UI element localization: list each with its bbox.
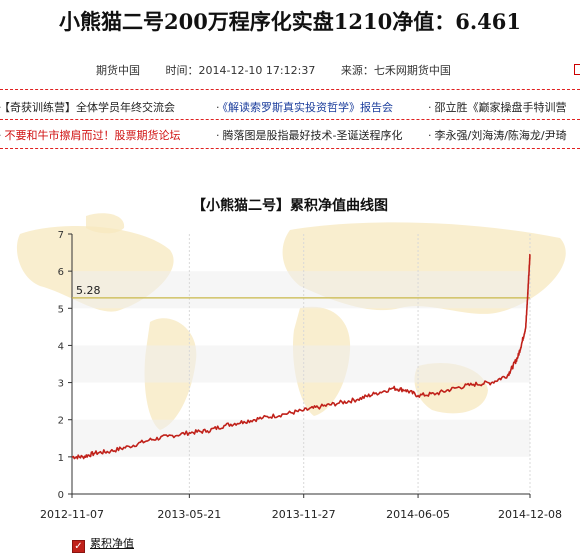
meta-source[interactable]: 期货中国 [96, 64, 140, 77]
bullet-icon: · [428, 129, 432, 142]
chart-title: 【小熊猫二号】累积净值曲线图 [192, 198, 388, 214]
grid-band [72, 345, 530, 383]
y-tick-label: 2 [58, 416, 64, 427]
news-link[interactable]: · 《解读索罗斯真实投资哲学》报告会 [216, 101, 393, 114]
legend-checkbox-icon[interactable]: ✓ [72, 540, 85, 553]
series-line-累积净值 [72, 253, 531, 460]
y-tick-label: 5 [58, 304, 64, 315]
grid-band [72, 271, 530, 309]
reference-line-label: 5.28 [76, 284, 101, 297]
x-tick-label: 2014-12-08 [498, 508, 562, 521]
y-tick-label: 4 [58, 341, 64, 352]
bullet-icon: · [428, 101, 432, 114]
y-tick-label: 6 [58, 267, 64, 278]
page-headline: 小熊猫二号200万程序化实盘1210净值：6.461 [58, 9, 522, 34]
bullet-icon: · [216, 129, 220, 142]
chart-legend[interactable]: ✓ 累积净值 [72, 535, 134, 553]
bullet-icon: · [0, 129, 2, 142]
x-tick-label: 2012-11-07 [40, 508, 104, 521]
divider-bottom [0, 148, 580, 149]
news-row-2: ·不要和牛市擦肩而过！股票期货论坛 ·腾落图是股指最好技术-圣诞送程序化 ·李永… [0, 124, 580, 144]
news-link[interactable]: ·【奇获训练营】全体学员年终交流会 [0, 99, 175, 115]
x-tick-label: 2014-06-05 [386, 508, 450, 521]
y-tick-label: 1 [58, 453, 64, 464]
world-map-backdrop [86, 213, 125, 234]
news-link[interactable]: · 腾落图是股指最好技术-圣诞送程序化 [216, 129, 403, 142]
news-row-1: ·【奇获训练营】全体学员年终交流会 ·《解读索罗斯真实投资哲学》报告会 ·邵立胜… [0, 96, 580, 116]
divider-mid [0, 119, 580, 120]
nav-chart: 【小熊猫二号】累积净值曲线图 0 1 2 3 4 5 6 7 2012-11-07 2013-05… [0, 190, 580, 554]
meta-origin: 来源：七禾网期货中国 [340, 64, 451, 77]
y-tick-label: 0 [58, 490, 64, 501]
divider-top [0, 89, 580, 90]
corner-square-icon [574, 64, 580, 75]
y-tick-label: 3 [58, 379, 64, 390]
article-meta: 期货中国 时间：2014-12-10 17:12:37 来源：七禾网期货中国 [96, 62, 473, 78]
chart-canvas: 0 1 2 3 4 5 6 7 2012-11-07 2013-05-21 2013-11-27 20… [16, 213, 566, 521]
x-tick-label: 2013-11-27 [272, 508, 336, 521]
meta-time: 时间：2014-12-10 17:12:37 [165, 64, 316, 77]
bullet-icon: · [216, 101, 220, 114]
news-link[interactable]: · 邵立胜《巅家操盘手特训营 [428, 101, 567, 114]
news-link[interactable]: · 李永强/刘海涛/陈海龙/尹琦 [428, 129, 567, 142]
legend-label: 累积净值 [90, 537, 134, 550]
bullet-icon: · [0, 101, 2, 114]
y-tick-label: 7 [58, 230, 64, 241]
grid-band [72, 419, 530, 457]
x-tick-label: 2013-05-21 [157, 508, 221, 521]
news-link[interactable]: ·不要和牛市擦肩而过！股票期货论坛 [0, 127, 181, 143]
